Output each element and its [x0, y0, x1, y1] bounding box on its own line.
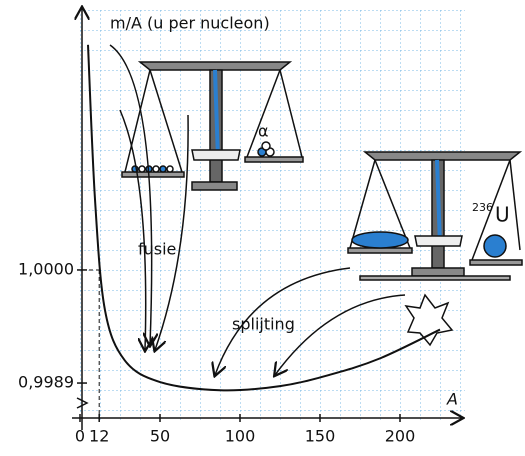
- x-tick-label: 12: [89, 427, 109, 446]
- y-axis-label: m/A (u per nucleon): [110, 14, 270, 33]
- fission-label: splijting: [232, 315, 295, 334]
- uranium-symbol: U: [495, 203, 510, 227]
- grid-background: [80, 10, 465, 420]
- x-tick-label: 200: [385, 427, 416, 446]
- x-tick-label: 50: [150, 427, 170, 446]
- x-tick-label: 100: [225, 427, 256, 446]
- uranium-mass: 236: [472, 201, 493, 214]
- y-tick-label: 0,9989: [18, 373, 74, 392]
- x-tick-label: 150: [305, 427, 336, 446]
- alpha-label: α: [258, 122, 269, 141]
- x-tick-label: 0: [75, 427, 85, 446]
- chart: m/A (u per nucleon) A fusie splijting α …: [0, 0, 525, 452]
- x-axis-label: A: [446, 390, 458, 409]
- y-tick-label: 1,0000: [18, 259, 74, 278]
- fusion-label: fusie: [138, 240, 176, 259]
